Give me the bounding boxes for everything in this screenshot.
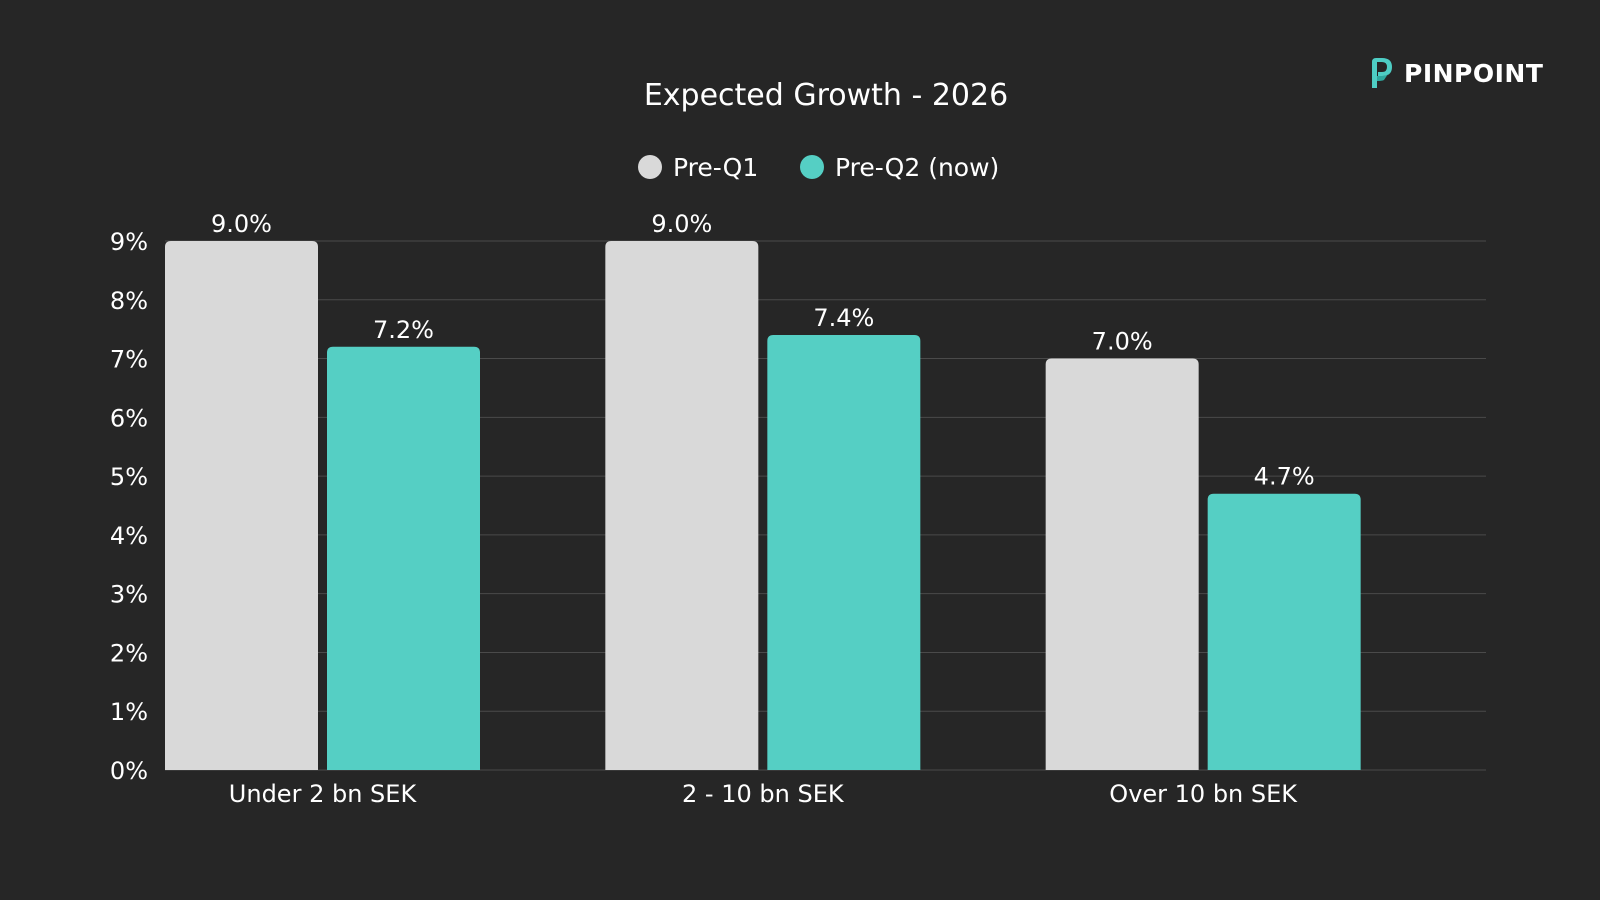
y-axis: 0% 1% 2% 3% 4% 5% 6% 7% 8% 9% — [110, 228, 148, 785]
data-label: 7.2% — [373, 316, 434, 344]
data-label: 4.7% — [1254, 463, 1315, 491]
y-tick-label: 1% — [110, 698, 148, 726]
brand-name: PINPOINT — [1404, 58, 1544, 88]
y-tick-label: 9% — [110, 228, 148, 256]
bars — [165, 241, 1361, 770]
y-tick-label: 5% — [110, 463, 148, 491]
data-label: 9.0% — [651, 210, 712, 238]
x-tick-label: Over 10 bn SEK — [1109, 780, 1298, 808]
bar-pre-q2 — [767, 335, 921, 770]
legend: Pre-Q1 Pre-Q2 (now) — [638, 153, 999, 182]
data-label: 9.0% — [211, 210, 272, 238]
legend-marker-pre-q1 — [638, 155, 662, 179]
bar-pre-q1 — [605, 241, 759, 770]
legend-label-pre-q2: Pre-Q2 (now) — [835, 153, 999, 182]
y-tick-label: 8% — [110, 287, 148, 315]
y-tick-label: 3% — [110, 581, 148, 609]
bar-pre-q1 — [165, 241, 318, 770]
bar-pre-q2 — [327, 346, 480, 770]
pinpoint-logo-icon — [1372, 58, 1392, 88]
y-tick-label: 4% — [110, 522, 148, 550]
x-tick-label: Under 2 bn SEK — [229, 780, 418, 808]
y-tick-label: 0% — [110, 757, 148, 785]
bar-pre-q1 — [1045, 358, 1199, 770]
x-axis: Under 2 bn SEK 2 - 10 bn SEK Over 10 bn SE… — [229, 780, 1298, 808]
y-tick-label: 6% — [110, 404, 148, 432]
bar-pre-q2 — [1207, 493, 1361, 770]
y-tick-label: 2% — [110, 639, 148, 667]
brand-logo: PINPOINT — [1368, 56, 1543, 90]
legend-label-pre-q1: Pre-Q1 — [673, 153, 758, 182]
data-label: 7.4% — [813, 304, 874, 332]
y-tick-label: 7% — [110, 346, 148, 374]
chart-title: Expected Growth - 2026 — [644, 78, 1008, 113]
legend-marker-pre-q2 — [800, 155, 824, 179]
x-tick-label: 2 - 10 bn SEK — [682, 780, 845, 808]
data-label: 7.0% — [1092, 328, 1153, 356]
data-labels: 9.0% 7.2% 9.0% 7.4% 7.0% 4.7% — [211, 210, 1315, 491]
